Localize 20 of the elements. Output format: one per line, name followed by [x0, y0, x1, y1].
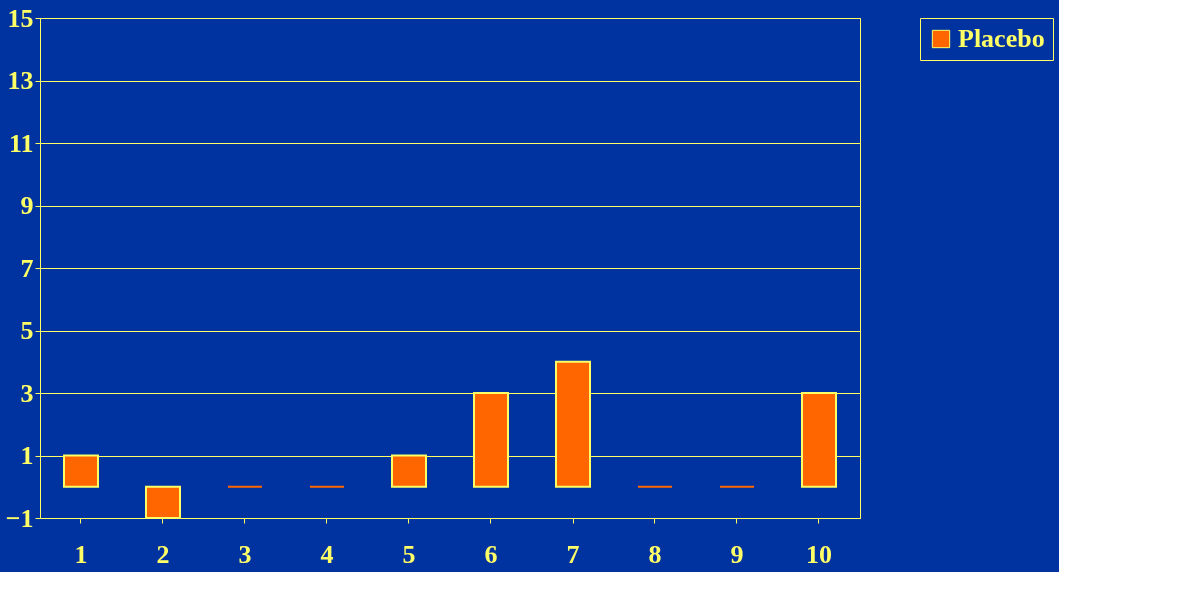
y-tick-label: 9	[20, 191, 34, 220]
y-tick-label: 3	[20, 378, 34, 408]
y-tick-label: 7	[20, 253, 34, 283]
y-tick-label: 5	[20, 316, 34, 345]
x-tick-label: 7	[566, 539, 580, 569]
x-tick-label: 1	[74, 539, 88, 569]
y-tick-label: 15	[7, 3, 34, 33]
x-tick-label: 4	[320, 539, 334, 569]
y-tick-label: 1	[20, 441, 34, 470]
x-tick-label: 10	[806, 539, 832, 569]
y-tick-label: 13	[7, 66, 34, 95]
y-tick-label: −1	[5, 503, 34, 533]
x-tick-label: 3	[238, 539, 252, 569]
legend-label: Placebo	[958, 24, 1045, 53]
x-tick-label: 8	[648, 539, 662, 569]
x-tick-label: 6	[484, 539, 498, 569]
x-tick-label: 5	[402, 539, 416, 569]
x-tick-label: 9	[730, 539, 744, 569]
y-tick-label: 11	[8, 128, 34, 158]
x-tick-label: 2	[156, 539, 170, 569]
